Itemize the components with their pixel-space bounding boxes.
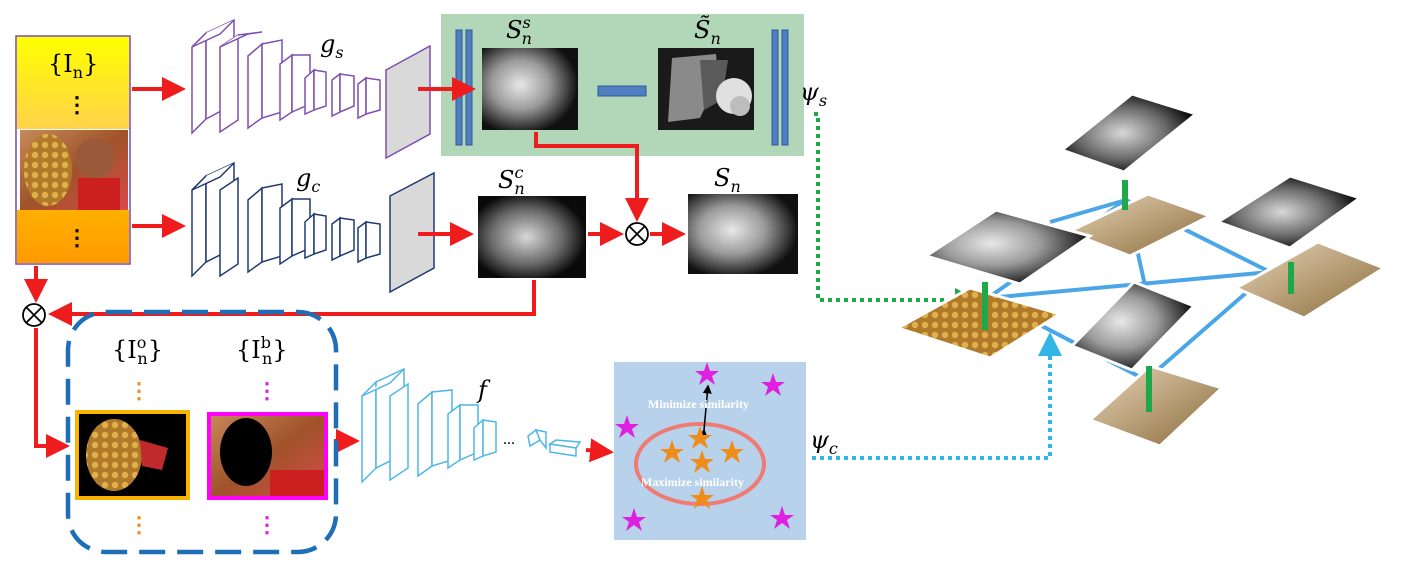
saliency-map-sn [688,194,798,274]
stn-label: S̃n [694,16,721,48]
psi-s-connector [814,112,979,312]
multiply-operator-left [22,303,46,327]
input-vdots-top: ⋮ [66,92,88,118]
graph-node-left [894,208,1094,360]
input-image-stack: {In} ⋮ ⋮ [15,35,131,265]
image-pair-group: {Io n} {Ib n} ⋮ ⋮ ⋮ ⋮ [65,309,339,555]
background-image [207,412,328,500]
psi-c-connector [812,332,1062,460]
similarity-panel-blue: Minimize similarity Maximize similarity [614,362,806,540]
saliency-map-ssn [482,48,578,130]
object-image [75,410,190,500]
input-set-label: {In} [48,50,98,82]
psi-s-label: ψs [800,78,827,110]
background-vdots-bottom: ⋮ [256,512,278,538]
similarity-panel-green [441,14,804,156]
gs-label: gs [320,30,344,62]
object-vdots-top: ⋮ [128,378,150,404]
saliency-map-scn [478,196,586,278]
image-graph [894,92,1388,448]
network-gc [191,161,435,294]
scn-label: Sc n [498,163,525,198]
minimize-similarity-text: Minimize similarity [648,397,749,411]
graph-node-top [1058,92,1214,258]
input-photo [20,130,128,210]
network-gs [191,18,431,160]
background-set-label: {Ib n} [236,333,288,368]
background-vdots-top: ⋮ [256,378,278,404]
psi-c-label: ψc [810,426,838,458]
graph-node-right [1214,174,1388,320]
object-set-label: {Io n} [112,333,163,368]
magenta-stars [615,362,794,531]
saliency-map-stn [658,48,754,130]
orange-stars [660,426,744,509]
f-label: f [476,376,491,404]
graph-node-bottom [1087,364,1225,448]
red-arrows [24,77,686,463]
difference-bar [597,85,647,97]
maximize-similarity-text: Maximize similarity [641,475,744,489]
sn-label: Sn [714,164,741,196]
multiply-operator-top [625,222,649,246]
gc-label: gc [296,164,320,196]
input-vdots-bottom: ⋮ [66,225,88,251]
ellipsis: ... [503,431,515,448]
ssn-label: Ss n [506,13,532,48]
network-f [361,367,582,484]
graph-node-center [1069,280,1197,372]
object-vdots-bottom: ⋮ [128,512,150,538]
